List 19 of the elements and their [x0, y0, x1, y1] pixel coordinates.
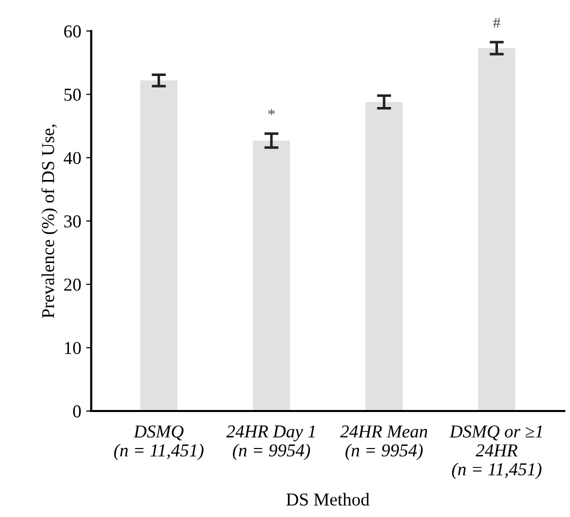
- bar: [252, 140, 290, 412]
- x-tick-label: DSMQ or ≥1 24HR (n = 11,451): [449, 425, 542, 480]
- bar: [478, 48, 516, 412]
- x-tick-label: 24HR Day 1 (n = 9954): [226, 425, 315, 460]
- bar: [365, 102, 403, 412]
- y-tick-label: 10: [65, 342, 81, 354]
- x-axis-title: DS Method: [286, 492, 370, 506]
- data-label: #: [493, 18, 500, 28]
- y-tick-label: 50: [64, 88, 81, 101]
- y-tick-label: 40: [64, 152, 81, 164]
- y-tick-label: 0: [73, 405, 81, 418]
- data-label: *: [268, 109, 275, 115]
- x-tick-label: 24HR Mean (n = 9954): [340, 425, 428, 460]
- y-axis-title: Prevalence (%) of DS Use,: [41, 124, 58, 318]
- x-tick-label: DSMQ (n = 11,451): [114, 425, 204, 460]
- y-tick-label: 20: [64, 278, 81, 291]
- y-tick-label: 60: [64, 25, 81, 38]
- y-tick-label: 30: [64, 215, 81, 228]
- bar: [140, 80, 178, 412]
